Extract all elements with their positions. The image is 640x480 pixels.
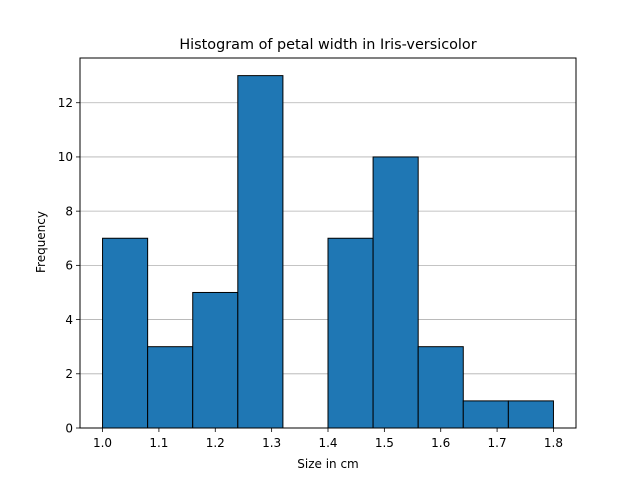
- y-tick-label-3: 6: [65, 259, 73, 273]
- x-tick-label-6: 1.6: [431, 436, 450, 450]
- x-tick-label-0: 1.0: [93, 436, 112, 450]
- x-tick-label-1: 1.1: [149, 436, 168, 450]
- histogram-bar-1: [147, 346, 194, 429]
- y-axis-ticks: 0 2 4 6 8 10 12: [58, 96, 80, 435]
- histogram-bar-2: [192, 291, 239, 429]
- y-tick-label-5: 10: [58, 150, 73, 164]
- histogram-bar-9: [507, 400, 554, 429]
- y-tick-label-1: 2: [65, 367, 73, 381]
- x-tick-label-5: 1.5: [375, 436, 394, 450]
- histogram-bar-8: [462, 400, 509, 429]
- x-axis-label: Size in cm: [297, 457, 359, 471]
- histogram-bar-3: [237, 75, 284, 429]
- x-axis-ticks: 1.0 1.1 1.2 1.3 1.4 1.5 1.6 1.7 1.8: [93, 428, 563, 450]
- y-tick-label-2: 4: [65, 313, 73, 327]
- y-axis-label: Frequency: [34, 211, 48, 273]
- histogram-bar-6: [372, 156, 419, 429]
- histogram-bar-0: [102, 237, 149, 429]
- x-tick-label-2: 1.2: [206, 436, 225, 450]
- chart-title: Histogram of petal width in Iris-versico…: [179, 37, 476, 53]
- histogram-bar-5: [327, 237, 374, 429]
- x-tick-label-4: 1.4: [318, 436, 337, 450]
- x-tick-label-8: 1.8: [544, 436, 563, 450]
- x-tick-label-7: 1.7: [488, 436, 507, 450]
- histogram-bar-7: [417, 346, 464, 429]
- x-tick-label-3: 1.3: [262, 436, 281, 450]
- y-tick-label-6: 12: [58, 96, 73, 110]
- y-tick-label-4: 8: [65, 204, 73, 218]
- y-tick-label-0: 0: [65, 421, 73, 435]
